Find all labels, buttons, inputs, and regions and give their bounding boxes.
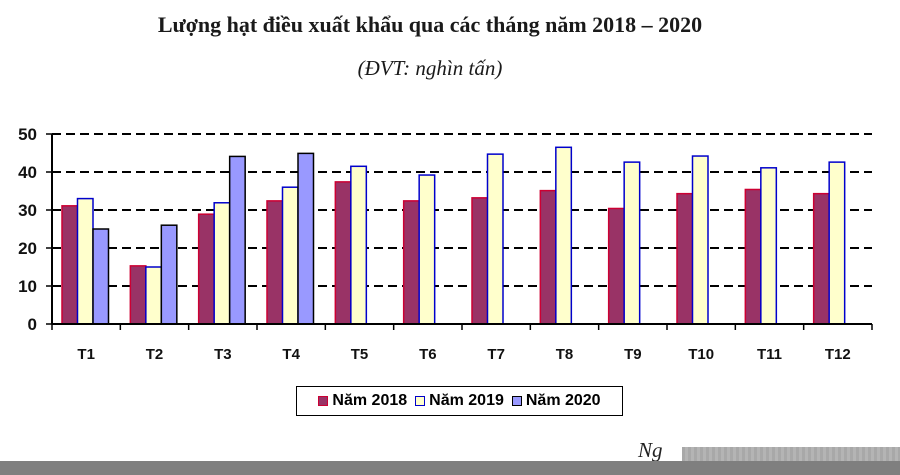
bar-năm-2018-t1 xyxy=(61,205,79,325)
x-tick-label: T8 xyxy=(556,346,574,363)
x-tick-label: T4 xyxy=(282,346,300,363)
legend-item-2020: Năm 2020 xyxy=(511,392,601,410)
x-tick-label: T11 xyxy=(757,346,782,363)
bar-năm-2020-t2 xyxy=(160,224,178,325)
bar-năm-2020-t1 xyxy=(92,228,110,325)
source-caption: Ng xyxy=(638,438,663,462)
bar-chart: 0 10 20 30 40 50 T1 T2 T3 T4 T5 T6 T7 T8 T9 T10 T11 T12 xyxy=(18,125,873,363)
y-tick-label: 50 xyxy=(18,125,37,144)
bar-năm-2018-t5 xyxy=(334,181,352,325)
x-tick-label: T7 xyxy=(487,346,505,363)
bar-năm-2019-t11 xyxy=(760,167,778,325)
bar-năm-2018-t6 xyxy=(402,200,420,325)
bar-năm-2018-t3 xyxy=(197,213,215,325)
y-tick-label: 0 xyxy=(28,315,37,334)
legend-label-2020: Năm 2020 xyxy=(525,392,601,409)
x-tick-label: T6 xyxy=(419,346,437,363)
bar-năm-2019-t4 xyxy=(281,186,299,325)
bar-năm-2020-t4 xyxy=(297,152,315,325)
chart-legend: Năm 2018 Năm 2019 Năm 2020 xyxy=(296,386,623,416)
bar-năm-2018-t9 xyxy=(607,207,625,325)
bar-năm-2018-t7 xyxy=(471,197,489,325)
legend-swatch-2018 xyxy=(318,396,329,406)
chart-title: Lượng hạt điều xuất khẩu qua các tháng n… xyxy=(157,12,703,37)
y-tick-label: 40 xyxy=(18,163,37,182)
x-tick-label: T9 xyxy=(624,346,642,363)
bar-năm-2018-t11 xyxy=(744,188,762,325)
bar-năm-2019-t1 xyxy=(76,197,94,325)
y-tick-label: 30 xyxy=(18,201,37,220)
legend-swatch-2020 xyxy=(511,396,522,406)
bar-năm-2019-t2 xyxy=(145,266,163,325)
legend-label-2018: Năm 2018 xyxy=(332,392,408,409)
bar-năm-2018-t2 xyxy=(129,265,147,325)
bar-năm-2019-t3 xyxy=(213,202,231,325)
x-tick-label: T2 xyxy=(146,346,164,363)
legend-item-2019: Năm 2019 xyxy=(415,392,504,410)
y-tick-label: 20 xyxy=(18,239,37,258)
legend-label-2019: Năm 2019 xyxy=(429,392,504,409)
bar-năm-2020-t3 xyxy=(228,155,246,325)
bar-năm-2018-t8 xyxy=(539,189,557,325)
bar-năm-2018-t12 xyxy=(812,192,830,325)
x-tick-label: T10 xyxy=(688,346,714,363)
bar-năm-2018-t4 xyxy=(266,200,284,325)
bar-năm-2019-t9 xyxy=(623,161,641,325)
bottom-gray-bar xyxy=(0,461,900,475)
x-tick-label: T3 xyxy=(214,346,232,363)
x-tick-label: T5 xyxy=(351,346,369,363)
bar-năm-2019-t7 xyxy=(486,153,504,325)
chart-subtitle: (ĐVT: nghìn tấn) xyxy=(357,56,503,80)
bar-năm-2019-t8 xyxy=(555,146,573,325)
source-obscured-region xyxy=(682,447,900,461)
bar-năm-2019-t10 xyxy=(691,155,709,325)
y-tick-label: 10 xyxy=(18,277,37,296)
legend-swatch-2019 xyxy=(415,396,426,406)
x-tick-label: T12 xyxy=(825,346,851,363)
bar-năm-2019-t12 xyxy=(828,161,846,325)
bar-năm-2019-t6 xyxy=(418,174,436,325)
bar-năm-2018-t10 xyxy=(676,192,694,325)
x-tick-label: T1 xyxy=(77,346,95,363)
bar-năm-2019-t5 xyxy=(350,165,368,325)
legend-item-2018: Năm 2018 xyxy=(318,392,407,410)
